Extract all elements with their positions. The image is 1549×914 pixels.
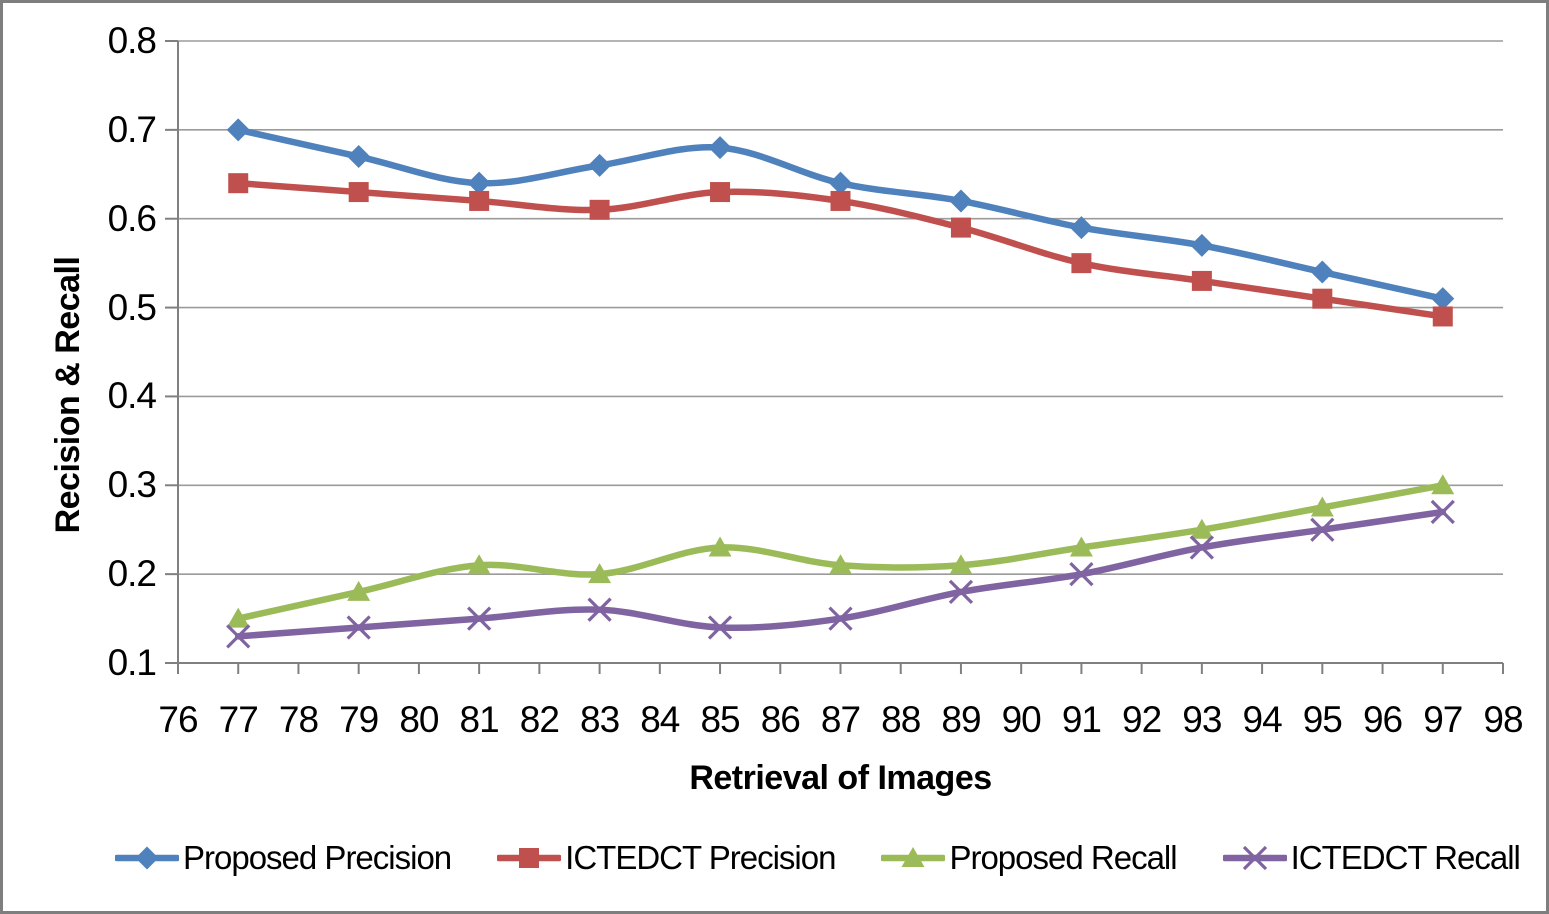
y-axis-title: Recision & Recall: [49, 256, 87, 534]
marker-square-icon: [469, 190, 490, 211]
y-tick-label: 0.4: [107, 375, 157, 417]
marker-triangle-icon: [1431, 474, 1455, 495]
y-tick-label: 0.8: [107, 20, 157, 61]
marker-x-icon: [467, 606, 492, 631]
marker-x-icon: [1242, 845, 1267, 871]
marker-diamond-icon: [347, 145, 371, 169]
marker-diamond-icon: [949, 189, 973, 213]
marker-diamond-icon: [1069, 216, 1093, 240]
x-tick-label: 83: [580, 699, 620, 740]
x-tick-label: 82: [519, 699, 560, 740]
legend-item-ictedct-precision: ICTEDCT Precision: [497, 839, 836, 877]
x-axis-title: Retrieval of Images: [689, 759, 992, 797]
y-tick-label: 0.6: [107, 197, 157, 239]
x-tick-label: 80: [399, 699, 439, 740]
x-tick-label: 86: [760, 699, 801, 740]
x-tick-label: 95: [1302, 699, 1343, 740]
x-tick-label: 87: [820, 699, 861, 740]
marker-diamond-icon: [1310, 260, 1334, 284]
marker-x-icon: [1069, 562, 1094, 587]
marker-square-icon: [228, 173, 249, 194]
x-tick-label: 79: [339, 699, 379, 740]
x-tick-label: 92: [1122, 699, 1162, 740]
marker-diamond-icon: [467, 171, 491, 195]
x-tick-label: 85: [700, 699, 740, 740]
marker-diamond-icon: [1190, 233, 1214, 257]
marker-square-icon: [1071, 253, 1092, 274]
marker-triangle-icon: [829, 554, 852, 575]
marker-x-icon: [1310, 517, 1335, 542]
legend-marker-triangle-icon: [881, 847, 946, 867]
legend-item-proposed-recall: Proposed Recall: [881, 839, 1178, 877]
marker-square-icon: [950, 217, 971, 238]
y-tick-label: 0.1: [107, 642, 157, 683]
y-tick-label: 0.2: [107, 553, 157, 595]
legend-label: ICTEDCT Precision: [565, 839, 836, 876]
marker-square-icon: [519, 848, 540, 868]
marker-square-icon: [348, 182, 369, 203]
x-tick-label: 97: [1423, 699, 1463, 740]
marker-x-icon: [948, 579, 974, 605]
marker-x-icon: [1430, 499, 1455, 525]
y-tick-label: 0.3: [107, 464, 157, 506]
y-tick-label: 0.7: [107, 108, 157, 150]
x-tick-label: 94: [1242, 699, 1283, 740]
x-tick-label: 90: [1001, 699, 1042, 740]
marker-square-icon: [1191, 270, 1212, 291]
legend-label: ICTEDCT Recall: [1290, 839, 1521, 876]
marker-diamond-icon: [708, 136, 732, 160]
legend-marker-square-icon: [497, 848, 562, 868]
x-tick-label: 88: [881, 699, 921, 740]
marker-x-icon: [587, 597, 612, 622]
x-tick-label: 89: [941, 699, 981, 740]
x-tick-label: 76: [158, 699, 198, 740]
marker-triangle-icon: [467, 554, 491, 575]
marker-triangle-icon: [1310, 496, 1334, 517]
legend-marker-diamond-icon: [115, 846, 179, 870]
chart-legend: Proposed Precision ICTEDCT Precision Propo…: [115, 839, 1521, 877]
marker-x-icon: [828, 606, 853, 631]
x-tick-label: 84: [640, 699, 680, 740]
marker-x-icon: [346, 615, 371, 640]
series-line-proposed-recall: [234, 482, 1447, 622]
marker-triangle-icon: [1190, 518, 1214, 539]
marker-square-icon: [1432, 306, 1453, 327]
marker-x-icon: [707, 615, 733, 640]
marker-square-icon: [830, 190, 851, 211]
x-tick-label: 96: [1362, 699, 1403, 740]
marker-triangle-icon: [1069, 536, 1093, 557]
marker-diamond-icon: [588, 153, 612, 177]
x-tick-label: 77: [218, 699, 259, 740]
x-tick-label: 91: [1061, 699, 1102, 740]
marker-triangle-icon: [347, 580, 371, 601]
marker-square-icon: [1312, 288, 1333, 309]
marker-diamond-icon: [226, 118, 250, 142]
legend-label: Proposed Recall: [949, 839, 1177, 876]
marker-square-icon: [589, 199, 610, 220]
series-line-proposed-precision: [234, 126, 1447, 302]
marker-diamond-icon: [1431, 287, 1455, 311]
x-tick-label: 98: [1483, 699, 1523, 740]
legend-item-ictedct-recall: ICTEDCT Recall: [1222, 839, 1521, 877]
marker-diamond-icon: [135, 846, 159, 870]
marker-x-icon: [1189, 535, 1214, 560]
marker-x-icon: [226, 624, 251, 649]
legend-label: Proposed Precision: [183, 839, 452, 876]
marker-triangle-icon: [588, 563, 612, 584]
marker-triangle-icon: [901, 847, 925, 867]
x-tick-label: 93: [1182, 699, 1222, 740]
marker-triangle-icon: [708, 536, 732, 557]
marker-triangle-icon: [949, 554, 973, 575]
chart-canvas: [165, 40, 1504, 674]
legend-marker-x-icon: [1222, 845, 1287, 871]
y-tick-label: 0.5: [107, 286, 157, 328]
legend-item-proposed-precision: Proposed Precision: [115, 839, 452, 877]
marker-square-icon: [710, 182, 731, 203]
marker-triangle-icon: [226, 607, 250, 628]
marker-diamond-icon: [829, 171, 852, 195]
x-tick-label: 78: [278, 699, 319, 740]
x-tick-label: 81: [459, 699, 500, 740]
